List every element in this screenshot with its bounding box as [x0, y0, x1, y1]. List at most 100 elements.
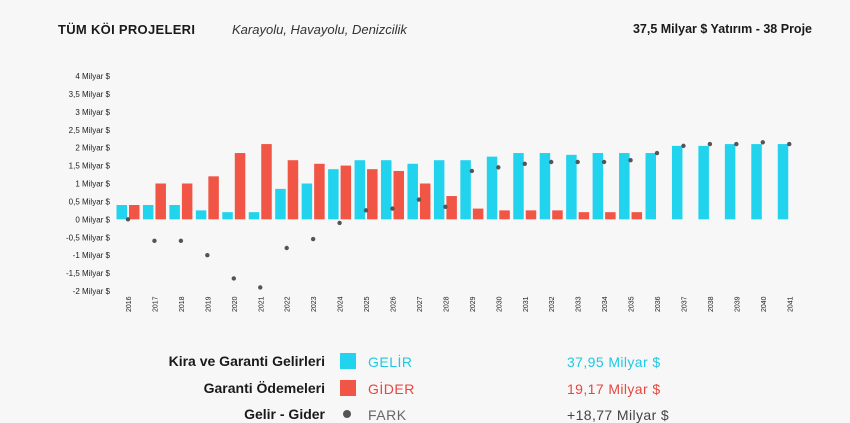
legend-expense-label: Garanti Ödemeleri: [203, 380, 325, 396]
y-tick-label: -0,5 Milyar $: [66, 233, 111, 242]
x-tick-label: 2025: [364, 296, 371, 312]
expense-bar: [340, 165, 352, 220]
x-tick-label: 2017: [152, 296, 159, 312]
income-bar: [539, 153, 551, 220]
diff-point: [363, 208, 369, 213]
x-tick-label: 2029: [470, 296, 477, 312]
y-tick-label: -1,5 Milyar $: [66, 269, 111, 278]
income-bar: [142, 205, 154, 220]
income-bar: [222, 212, 233, 220]
diff-point: [496, 165, 501, 170]
income-bar: [724, 144, 736, 220]
bar-chart: 4 Milyar $ 3,5 Milyar $ 3 Milyar $ 2,5 Mily…: [66, 72, 794, 312]
legend-diff-value: +18,77 Milyar $: [567, 407, 670, 423]
legend-diff-name: FARK: [368, 407, 407, 423]
expense-bar: [525, 210, 537, 220]
expense-bar: [261, 144, 272, 220]
chart-subtitle: Karayolu, Havayolu, Denizcilik: [232, 22, 407, 37]
x-tick-label: 2022: [285, 296, 292, 312]
legend-diff-dot: [343, 410, 351, 418]
x-tick-label: 2036: [655, 296, 662, 312]
expense-bar: [419, 183, 431, 220]
x-tick-label: 2027: [417, 296, 424, 312]
diff-point: [601, 159, 607, 165]
legend-expense-swatch: [340, 380, 356, 396]
diff-point: [178, 238, 184, 244]
x-tick-label: 2020: [232, 296, 239, 312]
diff-point: [787, 141, 792, 147]
legend-diff-label: Gelir - Gider: [244, 406, 325, 422]
income-bar: [645, 153, 656, 220]
income-bar: [116, 205, 127, 220]
income-bar: [698, 145, 709, 220]
expense-bar: [631, 212, 643, 220]
diff-point: [152, 238, 157, 244]
income-bar: [248, 212, 260, 220]
income-bar: [751, 144, 762, 220]
diff-point: [575, 159, 580, 165]
x-tick-label: 2030: [496, 296, 503, 312]
income-bar: [619, 153, 630, 220]
diff-point: [707, 141, 713, 147]
y-tick-label: 0,5 Milyar $: [69, 197, 111, 206]
x-tick-label: 2026: [391, 296, 398, 312]
expense-bar: [393, 170, 404, 220]
diff-point: [628, 158, 633, 163]
income-bar: [354, 160, 366, 220]
y-tick-label: 4 Milyar $: [75, 72, 110, 81]
x-tick-label: 2028: [443, 296, 450, 312]
x-tick-label: 2024: [338, 296, 345, 312]
expense-bar: [314, 163, 325, 220]
x-tick-label: 2039: [734, 296, 741, 312]
x-tick-label: 2019: [205, 296, 212, 312]
x-tick-label: 2018: [179, 296, 186, 312]
income-bar: [671, 145, 683, 220]
chart-title: TÜM KÖI PROJELERI: [58, 22, 196, 37]
income-bar: [328, 169, 339, 220]
expense-bar: [155, 183, 166, 220]
income-bar: [566, 154, 577, 220]
y-tick-label: 2 Milyar $: [75, 144, 110, 153]
legend-income-name: GELİR: [368, 354, 413, 370]
x-tick-label: 2016: [126, 296, 133, 312]
expense-bar: [181, 183, 193, 220]
expense-bar: [552, 210, 563, 220]
diff-point: [284, 245, 289, 251]
income-bar: [407, 163, 418, 220]
diff-point: [734, 141, 739, 147]
x-tick-label: 2023: [311, 296, 318, 312]
expense-bar: [367, 169, 378, 220]
expense-bar: [129, 205, 140, 220]
diff-point: [522, 161, 527, 166]
expense-bar: [208, 176, 219, 220]
income-bar: [777, 144, 789, 220]
expense-bar: [287, 160, 299, 220]
diff-point: [231, 276, 236, 281]
income-bar: [169, 205, 180, 220]
expense-bar: [472, 208, 484, 220]
expense-bar: [234, 153, 246, 220]
x-tick-label: 2021: [258, 296, 265, 312]
diff-point: [205, 252, 210, 258]
income-bar: [592, 153, 604, 220]
x-tick-label: 2040: [761, 296, 768, 312]
y-tick-label: 3 Milyar $: [75, 108, 110, 117]
x-tick-label: 2037: [681, 296, 688, 312]
legend-income-swatch: [340, 353, 356, 369]
y-tick-label: 1 Milyar $: [75, 180, 110, 189]
diff-point: [654, 150, 660, 156]
income-bar: [195, 210, 207, 220]
diff-point: [443, 204, 448, 209]
diff-point: [760, 140, 765, 145]
income-bar: [301, 183, 313, 220]
income-bar: [513, 153, 524, 220]
x-tick-label: 2035: [629, 296, 636, 312]
expense-bar: [605, 212, 616, 220]
y-tick-label: 3,5 Milyar $: [69, 90, 111, 99]
diff-point: [681, 143, 686, 149]
expense-bar: [499, 210, 510, 220]
income-bar: [381, 160, 392, 220]
y-tick-label: -1 Milyar $: [73, 251, 111, 260]
income-bar: [486, 156, 498, 220]
x-tick-label: 2034: [602, 296, 609, 312]
